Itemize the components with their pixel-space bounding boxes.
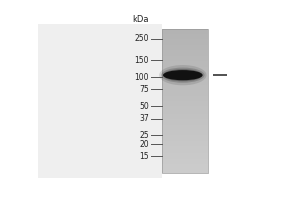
- Bar: [162, 68, 208, 70]
- Bar: [162, 161, 208, 163]
- Bar: [162, 103, 208, 105]
- Bar: [162, 146, 208, 148]
- Bar: [162, 128, 208, 130]
- Bar: [162, 65, 208, 67]
- Bar: [162, 90, 208, 92]
- Bar: [162, 36, 208, 38]
- Bar: [162, 50, 208, 52]
- Bar: [162, 67, 208, 68]
- Text: 15: 15: [140, 152, 149, 161]
- Bar: [162, 79, 208, 81]
- Bar: [162, 108, 208, 110]
- Bar: [162, 117, 208, 119]
- Bar: [162, 97, 208, 99]
- Text: 50: 50: [140, 102, 149, 111]
- Bar: [162, 88, 208, 90]
- Bar: [162, 115, 208, 117]
- Bar: [162, 52, 208, 54]
- Bar: [162, 58, 208, 59]
- Bar: [162, 132, 208, 134]
- Bar: [162, 134, 208, 135]
- Bar: [162, 77, 208, 79]
- Bar: [162, 143, 208, 144]
- Bar: [162, 39, 208, 41]
- Text: 150: 150: [135, 56, 149, 65]
- Bar: [162, 112, 208, 114]
- Bar: [162, 96, 208, 97]
- Bar: [162, 139, 208, 141]
- Bar: [162, 54, 208, 56]
- Bar: [162, 123, 208, 125]
- Text: 25: 25: [140, 131, 149, 140]
- Bar: [162, 126, 208, 128]
- Bar: [162, 164, 208, 166]
- Bar: [162, 141, 208, 143]
- Text: 37: 37: [140, 114, 149, 123]
- Bar: [162, 152, 208, 153]
- Bar: [162, 76, 208, 77]
- Ellipse shape: [161, 68, 205, 83]
- Bar: [162, 92, 208, 94]
- Bar: [162, 121, 208, 123]
- Bar: [162, 137, 208, 139]
- Bar: [162, 170, 208, 172]
- Bar: [162, 59, 208, 61]
- Bar: [162, 74, 208, 76]
- Bar: [162, 41, 208, 43]
- Bar: [162, 150, 208, 152]
- Bar: [162, 166, 208, 168]
- Bar: [162, 114, 208, 115]
- Text: 250: 250: [135, 34, 149, 43]
- Bar: [162, 49, 208, 50]
- Bar: [162, 119, 208, 121]
- Bar: [162, 172, 208, 173]
- Bar: [162, 87, 208, 88]
- Bar: [162, 29, 208, 173]
- Ellipse shape: [163, 69, 203, 81]
- Bar: [162, 38, 208, 39]
- Bar: [162, 45, 208, 47]
- Bar: [162, 94, 208, 96]
- Bar: [162, 56, 208, 58]
- Bar: [162, 101, 208, 103]
- Bar: [162, 99, 208, 101]
- Bar: [162, 135, 208, 137]
- Ellipse shape: [159, 65, 206, 85]
- Bar: [162, 105, 208, 106]
- Bar: [162, 155, 208, 157]
- Bar: [162, 157, 208, 159]
- Bar: [162, 30, 208, 32]
- Text: 75: 75: [140, 85, 149, 94]
- Bar: [162, 153, 208, 155]
- Bar: [208, 24, 270, 178]
- Bar: [162, 63, 208, 65]
- Bar: [162, 29, 208, 30]
- Bar: [162, 106, 208, 108]
- Bar: [162, 61, 208, 63]
- Text: 100: 100: [135, 73, 149, 82]
- Bar: [162, 70, 208, 72]
- Bar: [162, 83, 208, 85]
- Bar: [162, 34, 208, 36]
- Bar: [162, 47, 208, 49]
- Bar: [162, 85, 208, 87]
- Bar: [162, 32, 208, 34]
- Bar: [38, 24, 162, 178]
- Bar: [162, 125, 208, 126]
- Text: kDa: kDa: [133, 15, 149, 24]
- Bar: [162, 163, 208, 164]
- Bar: [162, 148, 208, 150]
- Bar: [162, 144, 208, 146]
- Bar: [162, 130, 208, 132]
- Text: 20: 20: [140, 140, 149, 149]
- Bar: [162, 168, 208, 170]
- Bar: [162, 110, 208, 112]
- Bar: [162, 81, 208, 83]
- Bar: [162, 43, 208, 45]
- Bar: [162, 72, 208, 74]
- Bar: [162, 159, 208, 161]
- Ellipse shape: [163, 70, 203, 80]
